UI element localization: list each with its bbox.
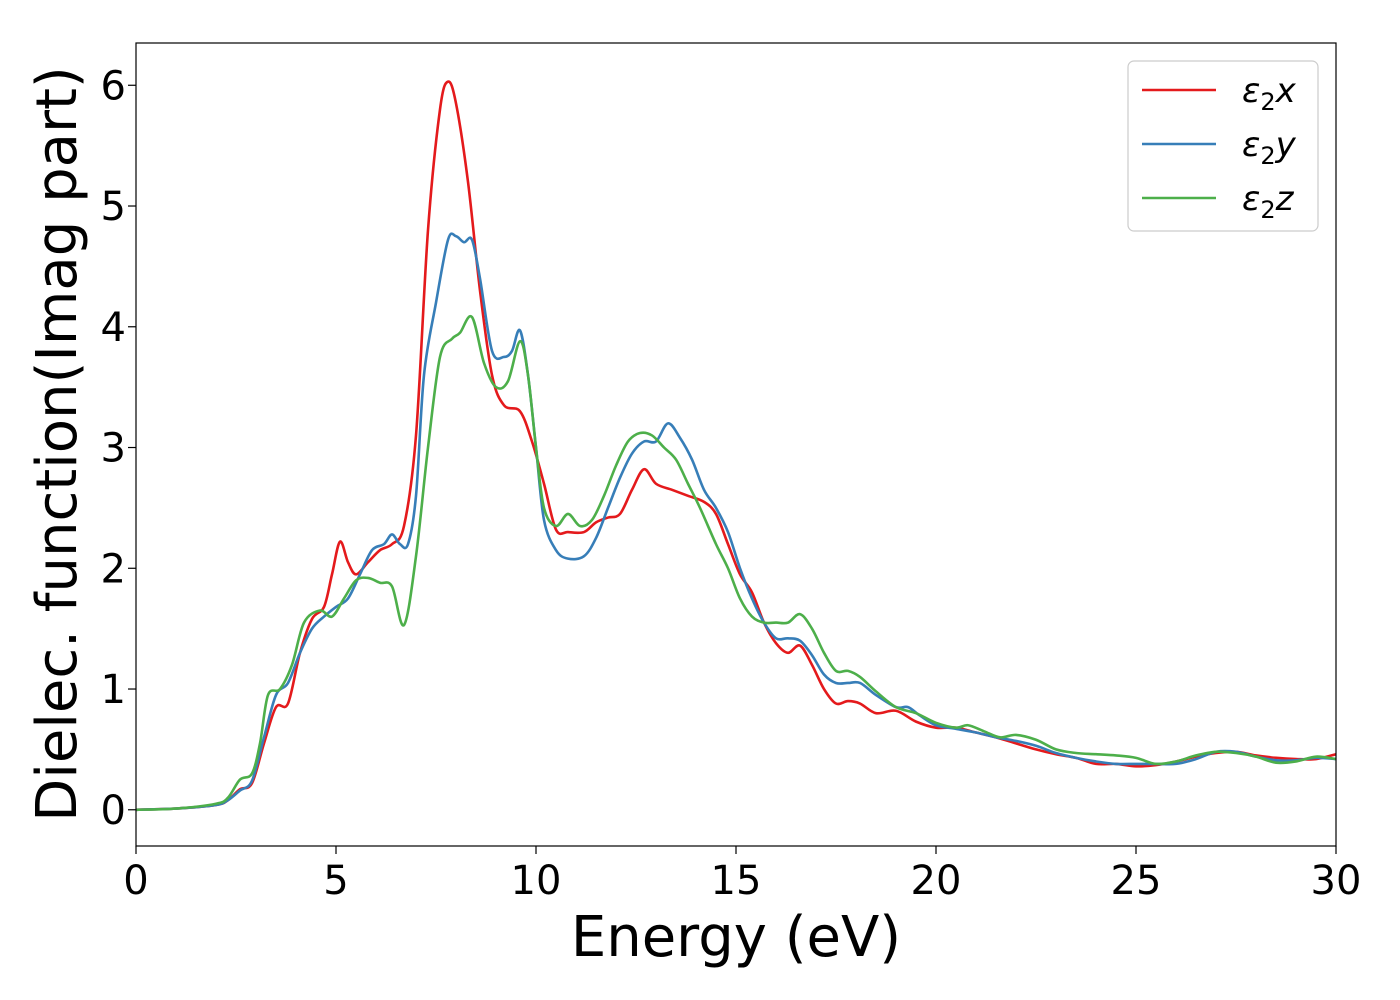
y-tick-label: 1 [101,667,126,713]
x-tick-label: 0 [123,858,148,904]
x-tick-label: 25 [1111,858,1162,904]
series-layer [136,80,1336,812]
y-axis-ticks: 0 1 2 3 4 5 6 [101,63,136,834]
x-axis-ticks: 0 5 10 15 20 25 30 [123,846,1361,904]
legend-box [1127,60,1319,232]
x-tick-label: 5 [323,858,348,904]
legend-label-z: ε2z [1242,179,1295,224]
x-tick-label: 15 [711,858,762,904]
y-tick-label: 2 [101,546,126,592]
x-tick-label: 10 [511,858,562,904]
y-tick-label: 3 [101,426,126,472]
y-axis-label: Dielec. function(Imag part) [25,66,90,822]
legend-label-x: ε2x [1242,71,1297,116]
series-line-y [136,232,1336,812]
x-tick-label: 30 [1311,858,1362,904]
legend: ε2x ε2y ε2z [1127,60,1319,232]
y-tick-label: 4 [101,305,126,351]
y-tick-label: 5 [101,184,126,230]
y-tick-label: 0 [101,788,126,834]
x-tick-label: 20 [911,858,962,904]
x-axis-label: Energy (eV) [571,905,901,970]
y-tick-label: 6 [101,63,126,109]
legend-label-y: ε2y [1242,125,1297,170]
series-line-z [136,314,1336,812]
